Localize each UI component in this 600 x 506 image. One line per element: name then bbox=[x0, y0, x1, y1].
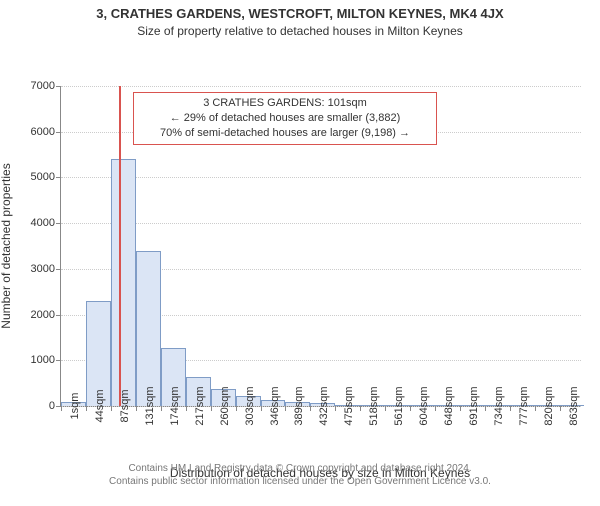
y-axis-label: Number of detached properties bbox=[0, 163, 13, 328]
x-tick-label: 863sqm bbox=[560, 386, 580, 425]
x-tick-label: 131sqm bbox=[136, 386, 156, 425]
x-tick-label: 475sqm bbox=[335, 386, 355, 425]
x-tick-label: 518sqm bbox=[360, 386, 380, 425]
x-tick-label: 432sqm bbox=[310, 386, 330, 425]
x-tick-label: 260sqm bbox=[211, 386, 231, 425]
y-tick-label: 4000 bbox=[31, 217, 61, 229]
x-tick-label: 44sqm bbox=[86, 389, 106, 422]
y-tick-label: 3000 bbox=[31, 263, 61, 275]
x-tick-label: 174sqm bbox=[161, 386, 181, 425]
grid-line bbox=[61, 177, 581, 178]
annotation-line: 3 CRATHES GARDENS: 101sqm bbox=[137, 96, 433, 111]
attribution-footer: Contains HM Land Registry data © Crown c… bbox=[0, 462, 600, 488]
histogram-bar bbox=[136, 251, 161, 406]
x-tick-label: 346sqm bbox=[261, 386, 281, 425]
annotation-line: 70% of semi-detached houses are larger (… bbox=[137, 126, 433, 141]
x-tick-label: 734sqm bbox=[485, 386, 505, 425]
histogram-bar bbox=[111, 159, 136, 406]
y-tick-label: 0 bbox=[49, 400, 61, 412]
x-tick-label: 217sqm bbox=[186, 386, 206, 425]
page-subtitle: Size of property relative to detached ho… bbox=[0, 24, 600, 38]
x-tick-label: 389sqm bbox=[285, 386, 305, 425]
annotation-line: ← 29% of detached houses are smaller (3,… bbox=[137, 111, 433, 126]
x-tick-label: 561sqm bbox=[385, 386, 405, 425]
grid-line bbox=[61, 86, 581, 87]
plot-area: 010002000300040005000600070003 CRATHES G… bbox=[60, 86, 581, 407]
page-title: 3, CRATHES GARDENS, WESTCROFT, MILTON KE… bbox=[0, 6, 600, 21]
y-tick-label: 7000 bbox=[31, 80, 61, 92]
x-tick-label: 648sqm bbox=[435, 386, 455, 425]
footer-line-2: Contains public sector information licen… bbox=[0, 475, 600, 488]
y-tick-label: 5000 bbox=[31, 171, 61, 183]
x-tick-label: 691sqm bbox=[460, 386, 480, 425]
annotation-box: 3 CRATHES GARDENS: 101sqm← 29% of detach… bbox=[133, 92, 437, 145]
y-tick-label: 1000 bbox=[31, 354, 61, 366]
x-tick-label: 604sqm bbox=[410, 386, 430, 425]
footer-line-1: Contains HM Land Registry data © Crown c… bbox=[0, 462, 600, 475]
x-tick-label: 87sqm bbox=[111, 389, 131, 422]
y-tick-label: 2000 bbox=[31, 309, 61, 321]
x-tick-label: 777sqm bbox=[510, 386, 530, 425]
x-tick-label: 820sqm bbox=[535, 386, 555, 425]
x-tick-label: 1sqm bbox=[61, 393, 81, 420]
y-tick-label: 6000 bbox=[31, 126, 61, 138]
histogram-chart: Number of detached properties 0100020003… bbox=[0, 38, 600, 486]
grid-line bbox=[61, 223, 581, 224]
reference-line bbox=[119, 86, 121, 406]
x-tick-label: 303sqm bbox=[236, 386, 256, 425]
